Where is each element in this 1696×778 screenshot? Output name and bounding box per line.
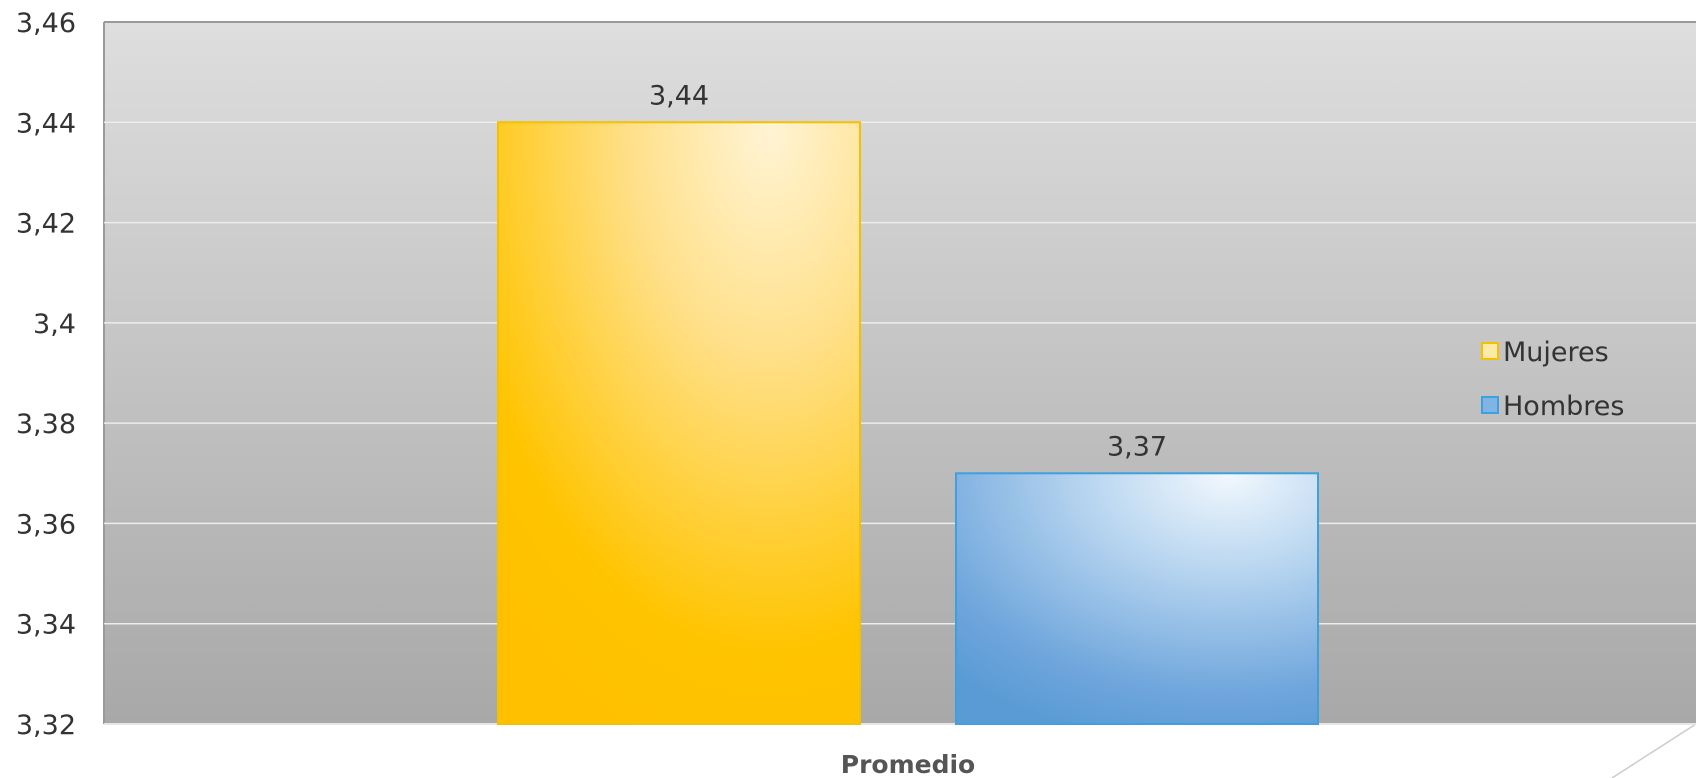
corner-decoration — [1611, 723, 1696, 778]
bar-mujeres — [497, 121, 861, 726]
data-label-mujeres: 3,44 — [649, 80, 709, 111]
legend-swatch-mujeres — [1481, 342, 1499, 360]
y-tick-label: 3,42 — [16, 209, 76, 240]
y-tick-label: 3,4 — [33, 309, 76, 340]
legend-label-hombres: Hombres — [1503, 391, 1624, 422]
x-category-label: Promedio — [841, 750, 975, 778]
x-axis: Promedio — [841, 750, 975, 778]
y-axis: 3,32 3,34 3,36 3,38 3,4 3,42 3,44 3,46 — [16, 8, 76, 741]
data-labels: 3,44 3,37 — [649, 80, 1167, 462]
y-tick-label: 3,44 — [16, 108, 76, 139]
gridlines — [104, 121, 1696, 725]
y-tick-label: 3,38 — [16, 409, 76, 440]
bars — [497, 121, 1319, 726]
data-label-hombres: 3,37 — [1107, 431, 1167, 462]
y-tick-label: 3,36 — [16, 509, 76, 540]
legend-label-mujeres: Mujeres — [1503, 337, 1609, 368]
y-tick-label: 3,32 — [16, 710, 76, 741]
y-tick-label: 3,34 — [16, 610, 76, 641]
legend-swatch-hombres — [1481, 396, 1499, 414]
plot-background — [104, 22, 1696, 724]
bar-hombres — [955, 472, 1319, 725]
legend: Mujeres Hombres — [1481, 337, 1624, 422]
y-tick-label: 3,46 — [16, 8, 76, 39]
